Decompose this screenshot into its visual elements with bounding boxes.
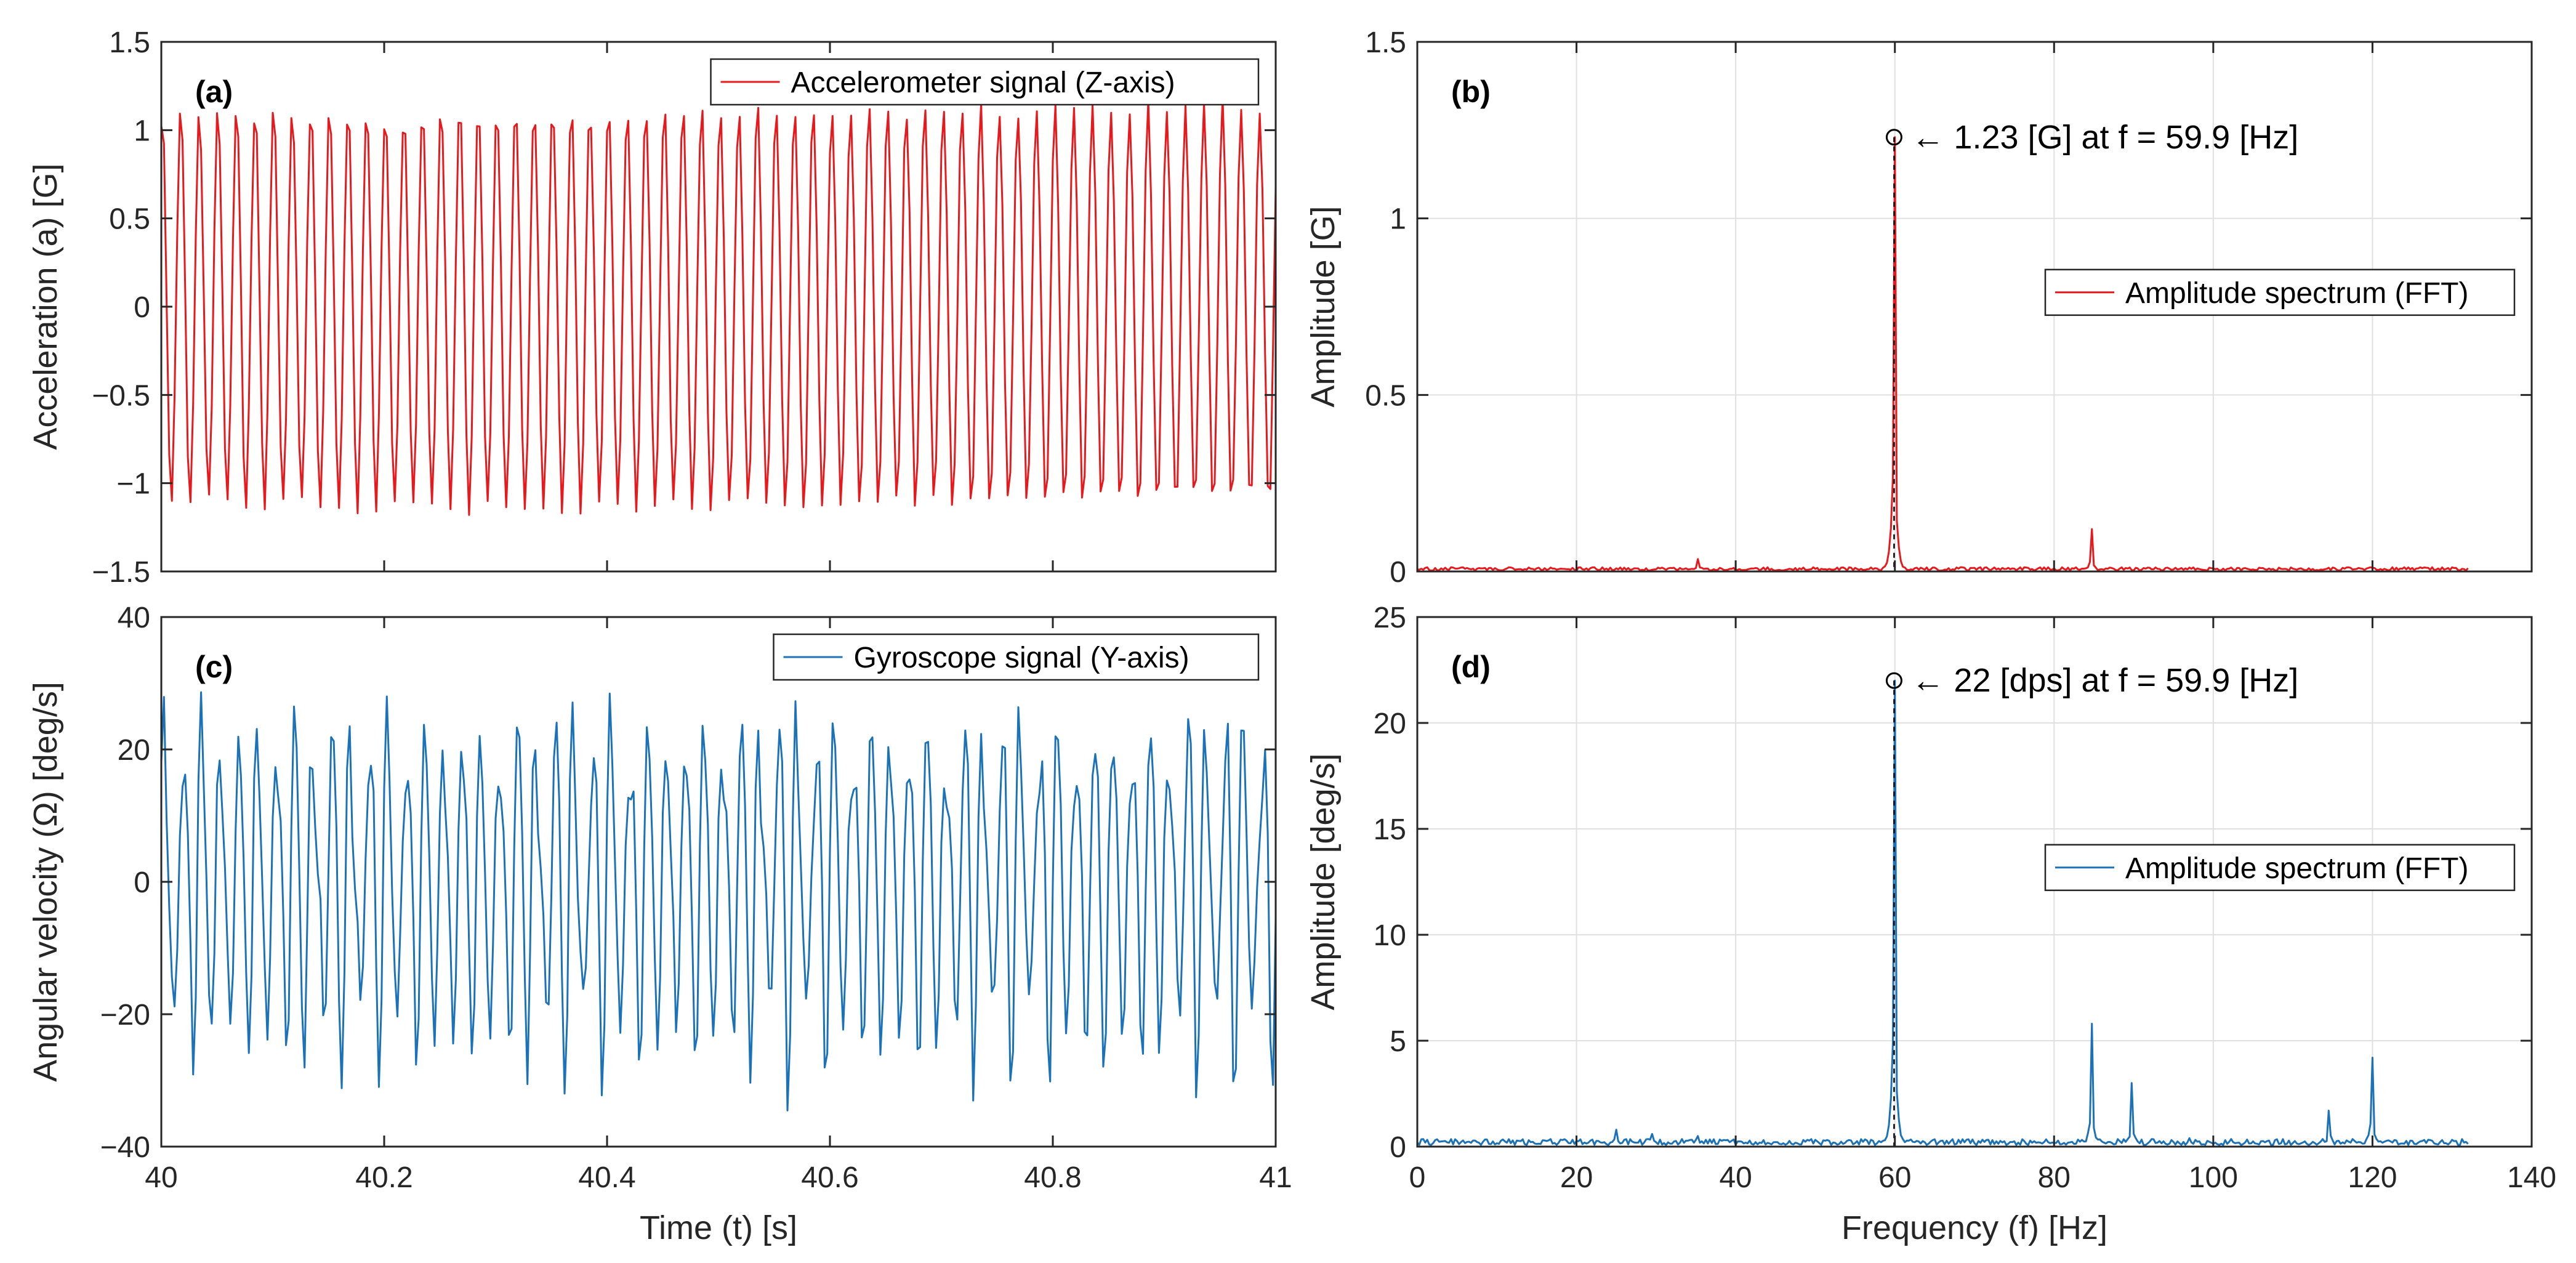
peak-annotation: ← 1.23 [G] at f = 59.9 [Hz] [1911, 119, 2298, 156]
x-tick-label: 0 [1409, 1161, 1426, 1194]
y-tick-label: 15 [1374, 813, 1406, 846]
y-axis-label: Amplitude [deg/s] [1305, 753, 1342, 1010]
series-line-b-0 [1417, 136, 2469, 572]
panel-label: (b) [1451, 75, 1491, 109]
y-tick-label: 0.5 [1365, 379, 1406, 412]
series-line-d-0 [1417, 679, 2469, 1146]
legend-label: Amplitude spectrum (FFT) [2125, 277, 2468, 310]
y-tick-label: 20 [118, 734, 150, 767]
x-tick-label: 80 [2038, 1161, 2071, 1194]
legend-box [773, 633, 1260, 681]
y-tick-label: −40 [100, 1131, 150, 1164]
chart-panel-b: ← 1.23 [G] at f = 59.9 [Hz] 0 0.5 1 1.5 Ampli… [1305, 26, 2533, 589]
x-tick-label: 40.2 [355, 1161, 413, 1194]
legend-box [2044, 268, 2516, 317]
legend: Accelerometer signal (Z-axis) [710, 58, 1260, 106]
x-tick-label: 40.6 [801, 1161, 858, 1194]
y-tick-label: −1.5 [92, 556, 150, 589]
chart-panel-d: ← 22 [dps] at f = 59.9 [Hz]0 20 40 60 80 100 1… [1305, 602, 2556, 1246]
legend: Gyroscope signal (Y-axis) [773, 633, 1260, 681]
x-tick-label: 41 [1259, 1161, 1292, 1194]
y-tick-label: 40 [118, 602, 150, 634]
y-tick-label: 1.5 [1365, 26, 1406, 59]
y-tick-label: −1 [116, 468, 150, 501]
y-tick-label: 0.5 [109, 203, 150, 236]
legend-label: Accelerometer signal (Z-axis) [791, 67, 1175, 99]
x-tick-label: 40.8 [1024, 1161, 1081, 1194]
peak-annotation: ← 22 [dps] at f = 59.9 [Hz] [1911, 662, 2298, 699]
axes-box [1416, 41, 2533, 573]
panel-label: (c) [195, 650, 233, 684]
legend-box [710, 58, 1260, 106]
legend-box [2044, 844, 2516, 892]
x-tick-label: 40 [145, 1161, 177, 1194]
legend: Amplitude spectrum (FFT) [2044, 844, 2516, 892]
x-tick-label: 140 [2507, 1161, 2556, 1194]
x-axis-label: Time (t) [s] [640, 1209, 797, 1246]
x-tick-label: 100 [2189, 1161, 2238, 1194]
y-tick-label: −20 [100, 999, 150, 1031]
y-axis-label: Amplitude [G] [1305, 206, 1342, 407]
y-tick-label: 25 [1374, 602, 1406, 634]
y-tick-label: 1 [1390, 203, 1406, 236]
y-tick-label: 0 [134, 866, 150, 899]
series-line-a-0 [161, 95, 1276, 516]
y-tick-label: 10 [1374, 919, 1406, 952]
x-tick-label: 20 [1560, 1161, 1593, 1194]
y-axis-label: Angular velocity (Ω) [deg/s] [27, 682, 64, 1082]
legend: Amplitude spectrum (FFT) [2044, 268, 2516, 317]
x-tick-label: 60 [1878, 1161, 1911, 1194]
y-tick-label: 0 [134, 291, 150, 324]
y-tick-label: 5 [1390, 1025, 1406, 1058]
y-tick-label: −0.5 [92, 379, 150, 412]
legend-label: Gyroscope signal (Y-axis) [854, 642, 1189, 674]
axes-box [1416, 616, 2533, 1148]
y-tick-label: 0 [1390, 556, 1406, 589]
peak-marker [1885, 672, 1902, 689]
y-tick-label: 1 [134, 115, 150, 147]
series-line-c-0 [161, 691, 1276, 1112]
y-tick-label: 1.5 [109, 26, 150, 59]
x-axis-label: Frequency (f) [Hz] [1841, 1209, 2107, 1246]
chart-panel-a: −1.5 −1 −0.5 0 0.5 1 1.5 Acceleration (a) [G] (a… [27, 26, 1277, 589]
x-tick-label: 40 [1719, 1161, 1752, 1194]
y-tick-label: 20 [1374, 708, 1406, 740]
legend-label: Amplitude spectrum (FFT) [2125, 852, 2468, 885]
x-tick-label: 40.4 [578, 1161, 635, 1194]
y-tick-label: 0 [1390, 1131, 1406, 1164]
y-axis-label: Acceleration (a) [G] [27, 163, 64, 450]
chart-panel-c: 40 40.2 40.4 40.6 40.8 41 −40 −20 0 20 40 Angular v… [27, 602, 1292, 1246]
panel-label: (d) [1451, 650, 1491, 684]
peak-marker [1885, 129, 1902, 146]
x-tick-label: 120 [2348, 1161, 2397, 1194]
panel-label: (a) [195, 75, 233, 109]
